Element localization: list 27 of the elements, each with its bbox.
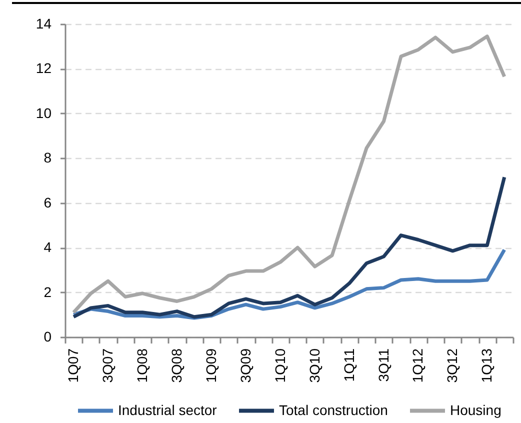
y-tick-label: 0	[44, 328, 52, 344]
y-tick-label: 6	[44, 194, 52, 210]
y-tick-label: 8	[44, 150, 52, 166]
y-tick-label: 2	[44, 284, 52, 300]
x-tick-label: 3Q07	[100, 348, 116, 383]
x-tick-label: 1Q11	[340, 348, 357, 382]
y-tick-label: 4	[44, 239, 52, 256]
x-tick-label: 3Q09	[237, 348, 254, 383]
y-tick-label: 10	[36, 104, 52, 121]
x-tick-label: 3Q12	[444, 348, 460, 383]
x-tick-label: 1Q09	[202, 348, 219, 383]
y-tick-label: 14	[36, 16, 52, 32]
x-tick-label: 3Q08	[168, 348, 184, 383]
line-series	[72, 34, 506, 314]
x-tick-label: 1Q12	[410, 348, 426, 383]
x-tick-label: 1Q08	[134, 348, 150, 383]
line-series	[72, 248, 506, 320]
x-tick-label: 1Q10	[272, 348, 288, 383]
x-tick-label: 1Q13	[478, 348, 495, 383]
x-tick-label: 1Q07	[65, 348, 82, 383]
x-tick-label: 3Q11	[375, 348, 392, 382]
line-series	[72, 175, 506, 319]
y-tick-label: 12	[36, 60, 52, 76]
x-tick-label: 3Q10	[306, 348, 322, 383]
legend-label: Total construction	[279, 402, 388, 418]
legend-label: Industrial sector	[118, 402, 218, 418]
legend-label: Housing	[450, 402, 502, 418]
